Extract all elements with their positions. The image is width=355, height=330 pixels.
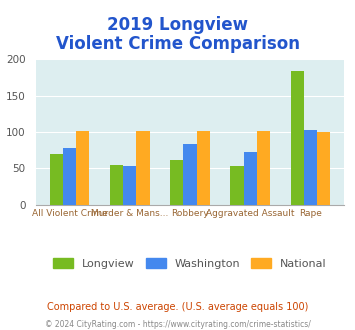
Bar — [136, 131, 149, 205]
Text: Compared to U.S. average. (U.S. average equals 100): Compared to U.S. average. (U.S. average … — [47, 302, 308, 312]
Bar — [50, 154, 63, 205]
Text: © 2024 CityRating.com - https://www.cityrating.com/crime-statistics/: © 2024 CityRating.com - https://www.city… — [45, 320, 310, 329]
Bar — [170, 160, 183, 205]
Bar — [183, 144, 197, 205]
Bar — [230, 166, 244, 205]
Text: Violent Crime Comparison: Violent Crime Comparison — [55, 35, 300, 53]
Bar — [197, 131, 210, 205]
Bar — [257, 131, 270, 205]
Bar — [123, 166, 136, 205]
Bar — [76, 131, 89, 205]
Bar — [244, 152, 257, 205]
Bar — [317, 132, 330, 205]
Bar — [304, 130, 317, 205]
Bar — [63, 148, 76, 205]
Bar — [290, 71, 304, 205]
Bar — [110, 165, 123, 205]
Text: 2019 Longview: 2019 Longview — [107, 16, 248, 35]
Legend: Longview, Washington, National: Longview, Washington, National — [49, 254, 331, 273]
